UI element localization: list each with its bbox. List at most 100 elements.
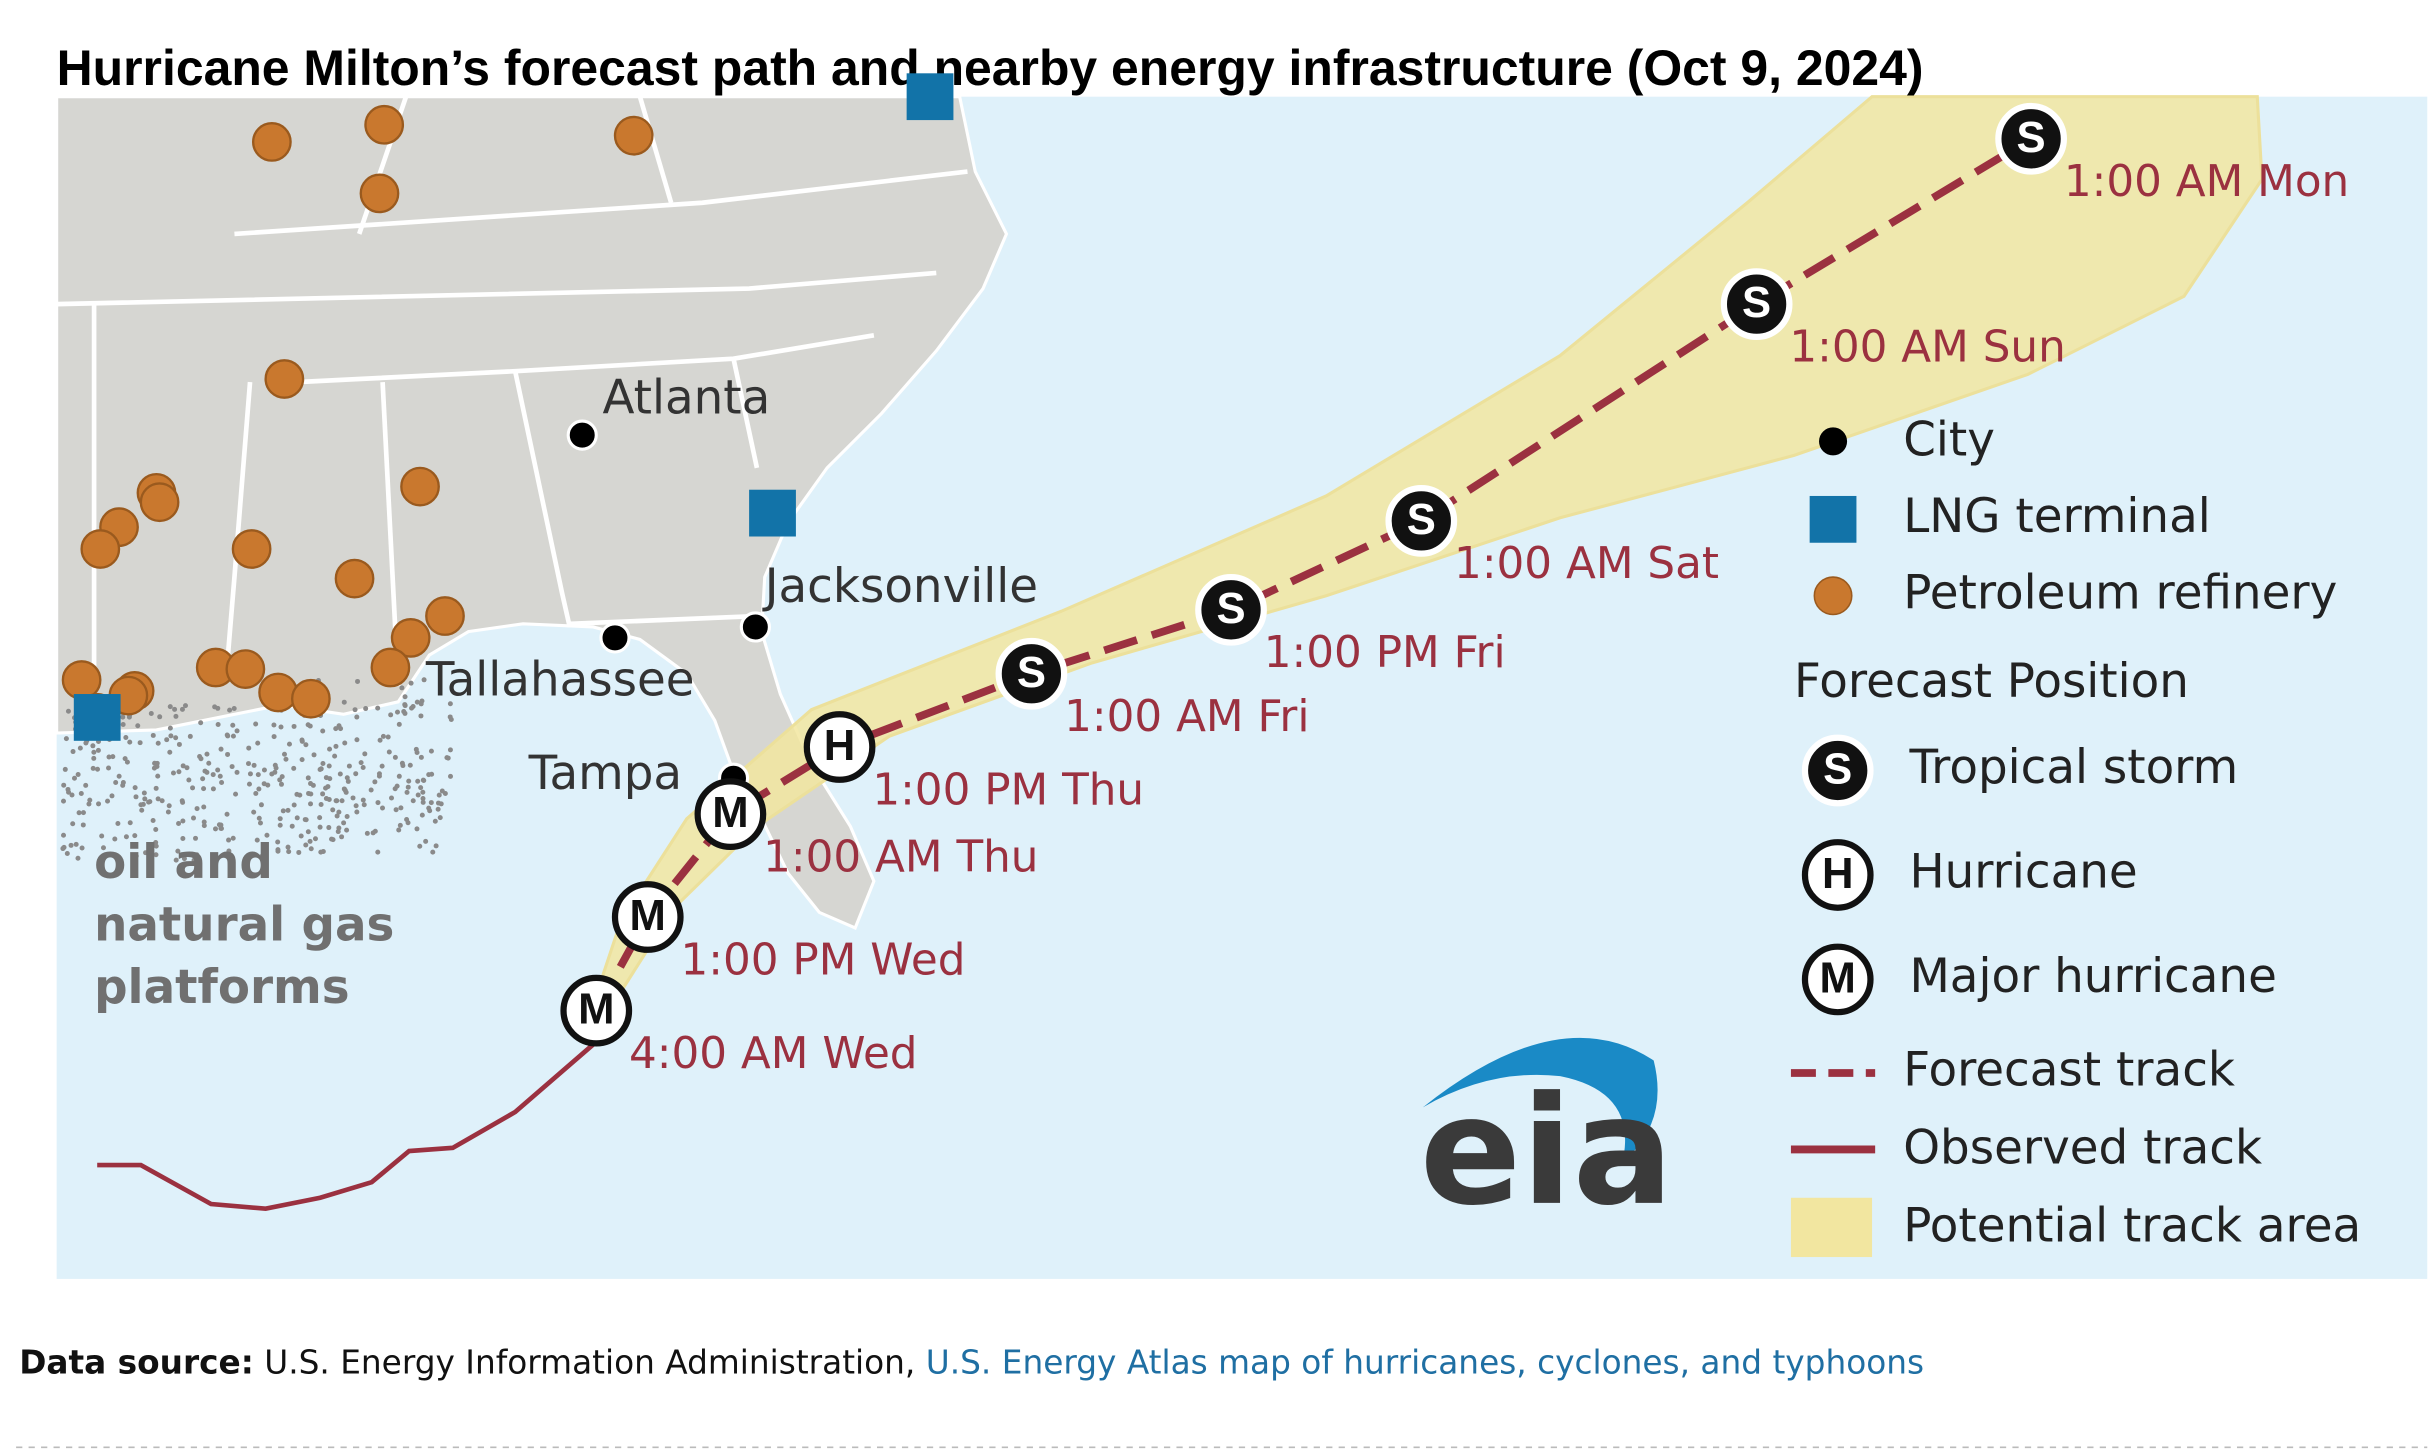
platform [345,778,351,784]
legend-marker-symbol: H [1822,849,1854,898]
platform [66,789,72,795]
forecast-time: 4:00 AM Wed [629,1028,918,1079]
legend-refinery [1813,576,1853,616]
platform [116,773,122,779]
platform [253,721,259,727]
platform [305,722,311,728]
platform [398,805,404,811]
platform [341,699,347,705]
platform [255,772,261,778]
platform [256,815,262,821]
platform [168,733,174,739]
platform [143,850,149,856]
state-borders [56,95,968,734]
platform [414,826,420,832]
platform [259,853,265,859]
platforms-label: oil and [94,836,273,890]
platform [317,824,323,830]
platform [306,790,312,796]
platform [327,746,333,752]
forecast-marker [560,974,633,1047]
platform [310,782,316,788]
platform [213,826,219,832]
platform [305,829,311,835]
legend-heading: Forecast Position [1794,655,2189,709]
platform [404,816,410,822]
platform [272,769,278,775]
platform [127,739,133,745]
platform [61,798,66,804]
platform [141,790,147,796]
platform [419,698,425,704]
forecast-marker-symbol: S [1216,584,1245,633]
platform [271,734,277,740]
platform [386,749,392,755]
platform [399,760,405,766]
refinery [264,359,305,399]
platform [246,761,252,767]
platform [233,791,239,797]
platform [157,714,163,720]
forecast-marker-symbol: S [1017,648,1046,697]
platform [417,843,423,849]
platform [186,777,192,783]
platform [75,855,81,861]
platform [372,779,378,785]
forecast-time: 1:00 AM Sat [1454,538,1719,589]
source: Data source: U.S. Energy Information Adm… [19,1344,1924,1382]
platform [379,763,385,769]
platform [296,849,302,855]
platform [173,857,179,863]
platform [299,737,305,743]
platform [339,834,345,840]
platform [90,743,96,749]
source-link[interactable]: U.S. Energy Atlas map of hurricanes, cyc… [915,1344,1924,1382]
platform [154,764,160,770]
platform [100,845,106,851]
platform [142,796,148,802]
city-label: Atlanta [603,371,771,425]
platform [334,798,340,804]
platform [215,722,221,728]
forecast-time: 1:00 AM Sun [1789,321,2065,372]
platform [414,699,420,705]
platform [61,832,67,838]
platform [86,801,92,807]
platform [210,772,216,778]
observed-track [97,1040,598,1212]
platform [254,837,260,843]
lng-terminal [73,694,121,741]
platform [339,798,345,804]
legend-label: Forecast track [1903,1044,2235,1098]
refinery [370,647,411,688]
platform [350,795,356,801]
platform [326,825,332,831]
platform [286,849,292,855]
platform [166,803,172,809]
platform [294,815,300,821]
platform [61,782,67,788]
platform [155,740,161,746]
platform [337,771,343,777]
platform [70,749,76,755]
platform [375,849,381,855]
platform [201,819,207,825]
platform [257,820,263,826]
platform [298,833,304,839]
platform [113,780,119,786]
refinery [425,596,465,636]
platform [123,834,129,840]
platform [291,802,297,808]
city-label: Tampa [528,747,682,801]
platform [404,789,410,795]
platform [336,825,342,831]
platform [393,807,399,813]
platform [394,783,400,789]
legend-city [1819,427,1848,456]
platform [336,809,342,815]
refinery [364,104,405,145]
forecast-marker-symbol: S [2017,113,2046,162]
platform [303,842,309,848]
platform [299,757,305,763]
platform [120,714,126,720]
